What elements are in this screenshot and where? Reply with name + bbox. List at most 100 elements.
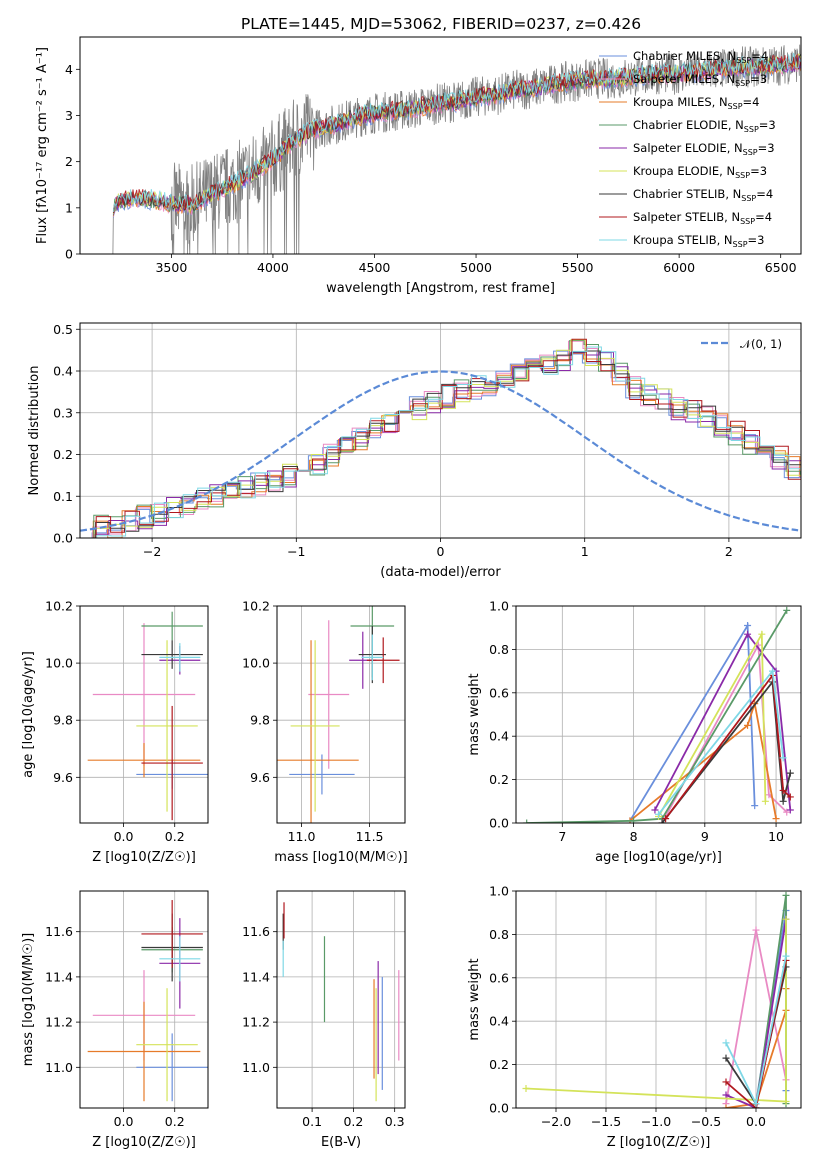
legend-subscript: SSP xyxy=(733,240,748,249)
y-tick-label: 0.1 xyxy=(53,489,73,504)
mass-weight-marker xyxy=(782,952,790,960)
legend-entry: 𝒩(0, 1) xyxy=(740,337,782,351)
x-tick-label: 3500 xyxy=(155,260,187,275)
figure-title: PLATE=1445, MJD=53062, FIBERID=0237, z=0… xyxy=(241,15,641,33)
y-axis-label: Normed distribution xyxy=(27,366,42,496)
residual-histogram xyxy=(82,346,801,538)
y-tick-label: 1.0 xyxy=(489,599,509,614)
y-tick-label: 9.8 xyxy=(250,713,270,728)
age_vs_mass-axes: 11.0 11.5 9.6 9.8 10.0 10.2 mass [log10(M/M☉)] xyxy=(242,599,408,866)
age_vs_Z-axes: 0.0 0.2 9.6 9.8 10.0 10.2 Z [log10(Z/Z☉)] age [… xyxy=(21,599,209,865)
mass-weight-marker xyxy=(772,815,780,823)
mass-weight-marker xyxy=(722,1054,730,1062)
x-tick-label: −1.0 xyxy=(641,1114,671,1129)
legend-subscript: SSP xyxy=(740,217,755,226)
mass-weight-marker xyxy=(752,1100,760,1108)
y-tick-label: 11.4 xyxy=(242,969,270,984)
x-tick-label: 8 xyxy=(630,829,638,844)
x-tick-label: 6000 xyxy=(663,260,695,275)
x-tick-label: 0.2 xyxy=(165,1114,185,1129)
x-axis-label: E(B-V) xyxy=(321,1135,361,1150)
x-tick-label: 10 xyxy=(768,829,784,844)
mass-weight-marker xyxy=(769,667,776,675)
x-tick-label: 2 xyxy=(725,544,733,559)
y-tick-label: 0.4 xyxy=(53,364,73,379)
x-tick-label: 6500 xyxy=(765,260,797,275)
mass-weight-marker xyxy=(722,1104,730,1108)
spectrum-axes: 3500 4000 4500 5000 5500 6000 6500 0 1 2 3 4 wavelen… xyxy=(35,36,802,296)
mass-weight-marker xyxy=(658,819,666,823)
legend-entry: Chabrier ELODIE, NSSP=3 xyxy=(633,118,776,134)
mass_vs_Z-axes: 0.0 0.2 11.0 11.2 11.4 11.6 Z [log10(Z/Z☉)] mas… xyxy=(21,890,209,1150)
x-tick-label: −2 xyxy=(143,544,161,559)
x-tick-label: 5000 xyxy=(460,260,492,275)
mass-weight-marker xyxy=(782,915,790,923)
mass-weight-marker xyxy=(744,622,752,630)
legend-subscript: SSP xyxy=(735,171,750,180)
y-tick-label: 0.0 xyxy=(489,816,509,831)
y-axis-label: mass weight xyxy=(467,958,482,1040)
y-tick-label: 11.2 xyxy=(45,1015,73,1030)
y-tick-label: 0.4 xyxy=(489,729,509,744)
legend-entry: Salpeter STELIB, NSSP=4 xyxy=(633,210,772,226)
legend-entry: Chabrier MILES, NSSP=4 xyxy=(633,49,768,65)
mass-weight-marker xyxy=(752,926,760,934)
y-tick-label: 11.0 xyxy=(242,1060,270,1075)
y-axis-label: mass [log10(M/M☉)] xyxy=(21,933,36,1066)
mass-weight-line xyxy=(664,672,791,820)
legend-value: =3 xyxy=(750,164,767,178)
weight_vs_age-plot-area xyxy=(523,606,794,823)
y-tick-label: 10.2 xyxy=(242,599,270,614)
mass-weight-marker xyxy=(744,721,752,729)
legend-entry: Chabrier STELIB, NSSP=4 xyxy=(633,187,773,203)
legend-entry: Kroupa MILES, NSSP=4 xyxy=(633,95,759,111)
y-tick-label: 0.6 xyxy=(489,970,509,985)
y-tick-label: 0 xyxy=(65,247,73,262)
x-tick-label: 9 xyxy=(701,829,709,844)
residual-histogram xyxy=(80,340,801,538)
y-tick-label: 0.2 xyxy=(489,1057,509,1072)
model-spectrum-line xyxy=(113,53,801,213)
y-tick-label: 0.6 xyxy=(489,685,509,700)
y-tick-label: 0.0 xyxy=(489,1101,509,1116)
y-tick-label: 0.8 xyxy=(489,927,509,942)
gaussian-curve xyxy=(80,370,799,532)
axes-frame xyxy=(276,890,406,1109)
legend-value: =3 xyxy=(759,118,776,132)
x-tick-label: 4000 xyxy=(257,260,289,275)
mass-weight-marker xyxy=(522,1084,530,1092)
y-tick-label: 0.2 xyxy=(489,772,509,787)
axes-frame xyxy=(515,605,802,824)
observed-spectrum-line xyxy=(112,44,801,254)
x-axis-label: Z [log10(Z/Z☉)] xyxy=(92,1135,196,1150)
spectrum-legend: Chabrier MILES, NSSP=4 Salpeter MILES, NS… xyxy=(599,49,776,249)
weight_vs_Z-axes: −2.0 −1.5 −1.0 −0.5 0.0 0.0 0.2 0.4 0.6 0.8 1.0 Z [… xyxy=(467,884,802,1150)
mass-weight-line xyxy=(526,609,788,823)
mass-weight-marker xyxy=(782,1097,790,1105)
axes-frame xyxy=(79,36,802,255)
mass-weight-marker xyxy=(779,754,787,762)
legend-value: =3 xyxy=(748,233,765,247)
y-axis-label: age [log10(age/yr)] xyxy=(21,651,36,778)
axes-frame xyxy=(515,890,802,1109)
mass-weight-marker xyxy=(744,630,752,638)
legend-subscript: SSP xyxy=(743,148,758,157)
mass-weight-marker xyxy=(761,797,769,805)
y-axis-label: Flux [fλ10⁻¹⁷ erg cm⁻² s⁻¹ A⁻¹] xyxy=(35,47,50,244)
y-tick-label: 0.3 xyxy=(53,405,73,420)
axes-frame xyxy=(276,605,406,824)
y-tick-label: 11.6 xyxy=(45,924,73,939)
legend-value: =3 xyxy=(758,141,775,155)
mass-weight-marker xyxy=(722,1039,730,1047)
mass-weight-marker xyxy=(786,806,794,814)
legend-subscript: SSP xyxy=(744,125,759,134)
model-spectrum-line xyxy=(113,52,801,212)
x-tick-label: 0.0 xyxy=(114,1114,134,1129)
y-tick-label: 10.0 xyxy=(45,656,73,671)
x-tick-label: 0.2 xyxy=(165,829,185,844)
y-tick-label: 0.5 xyxy=(53,322,73,337)
x-tick-label: 0.3 xyxy=(385,1114,405,1129)
mass_vs_EBV-plot-area xyxy=(282,902,400,1102)
legend-subscript: SSP xyxy=(741,194,756,203)
